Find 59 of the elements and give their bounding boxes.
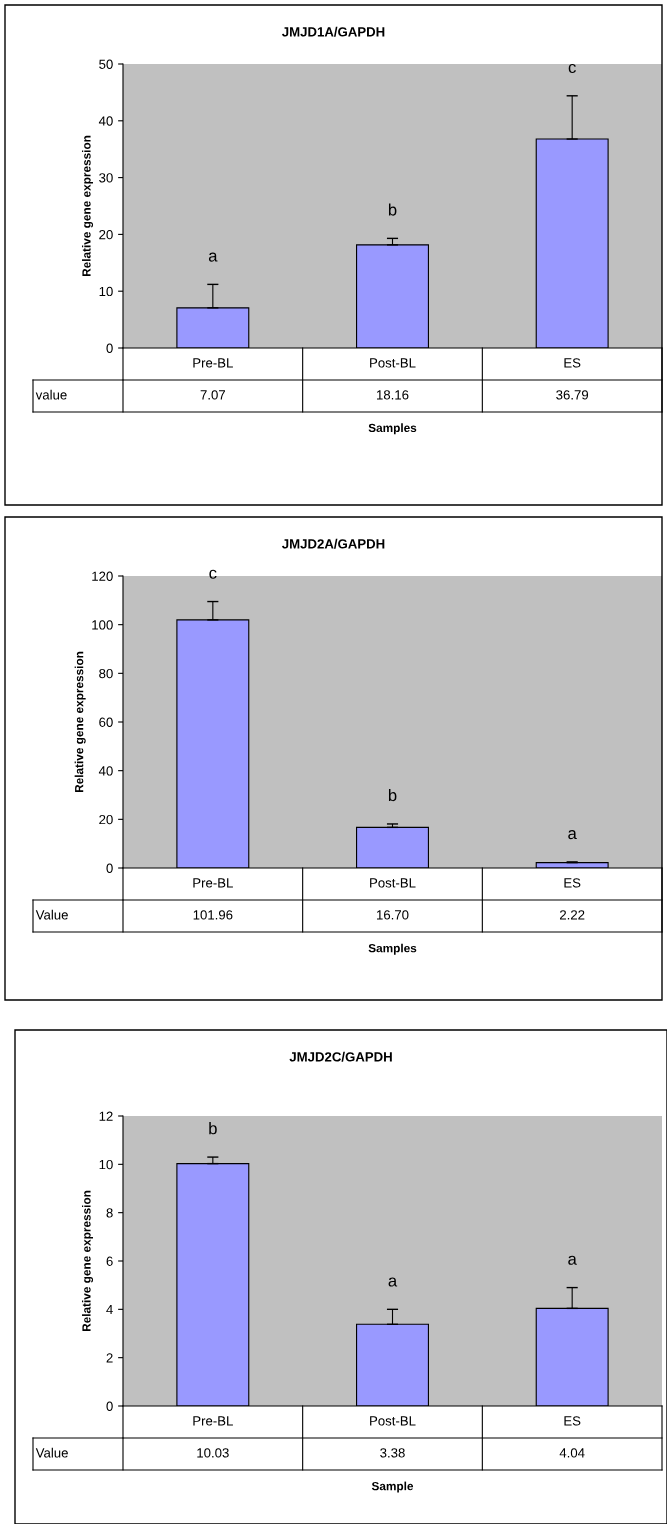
data-label: 2.22 [559,910,585,920]
chart-title: JMJD2C/GAPDH [289,1051,392,1062]
y-tick-label: 0 [106,863,113,873]
data-label: 3.38 [380,1448,405,1458]
annotation: c [209,569,217,579]
chart-title: JMJD2A/GAPDH [282,538,385,549]
y-tick-label: 12 [99,1111,113,1121]
y-tick-label: 100 [92,620,113,630]
y-tick-label: 80 [99,668,113,679]
y-tick-label: 8 [106,1208,113,1218]
data-label: 18.16 [377,390,409,400]
y-tick-label: 10 [99,286,113,297]
x-tick-label: Post-BL [370,878,416,888]
x-tick-label: Post-BL [370,358,416,368]
x-tick-label: ES [564,1416,581,1426]
data-label: 101.96 [193,910,233,920]
x-tick-label: ES [564,358,581,368]
annotation: a [568,830,577,840]
data-label: 10.03 [197,1448,229,1458]
y-axis-title: Relative gene expression [81,135,94,277]
x-tick-label: Pre-BL [193,358,233,368]
y-tick-label: 40 [98,766,113,776]
y-tick-label: 4 [106,1305,113,1315]
x-axis-title: Samples [368,943,417,955]
x-axis-title: Sample [371,1481,414,1493]
data-label: 16.70 [377,910,409,920]
data-label: 36.79 [556,390,589,400]
x-axis-title: Samples [368,423,417,435]
y-tick-label: 0 [106,343,113,353]
y-tick-label: 10 [99,1159,113,1170]
y-tick-label: 20 [99,814,113,825]
annotation: a [208,252,218,262]
y-tick-label: 50 [99,59,113,69]
y-tick-label: 2 [106,1353,113,1363]
chart-title: JMJD1A/GAPDH [282,26,385,37]
text: Value [35,909,68,920]
y-tick-label: 6 [106,1256,113,1266]
y-tick-label: 30 [99,173,113,183]
data-label: 4.04 [559,1448,585,1458]
annotation: b [388,203,397,216]
annotation: b [209,1122,217,1135]
annotation: b [388,788,397,802]
y-axis-title: Relative gene expression [74,651,86,793]
x-tick-label: Pre-BL [193,878,233,888]
y-tick-label: 0 [106,1401,113,1411]
data-label: 7.07 [200,390,226,400]
x-tick-label: ES [564,878,581,888]
annotation: a [568,1255,577,1265]
y-tick-label: 60 [99,717,113,727]
annotation: a [388,1277,398,1287]
y-axis-title: Relative gene expression [81,1190,94,1332]
y-tick-label: 20 [99,229,113,240]
x-tick-label: Post-BL [370,1416,416,1426]
text: value [35,389,67,400]
y-tick-label: 40 [98,116,113,126]
y-tick-label: 120 [92,571,113,581]
text: Value [35,1447,68,1458]
annotation: c [568,63,576,74]
x-tick-label: Pre-BL [193,1416,233,1426]
